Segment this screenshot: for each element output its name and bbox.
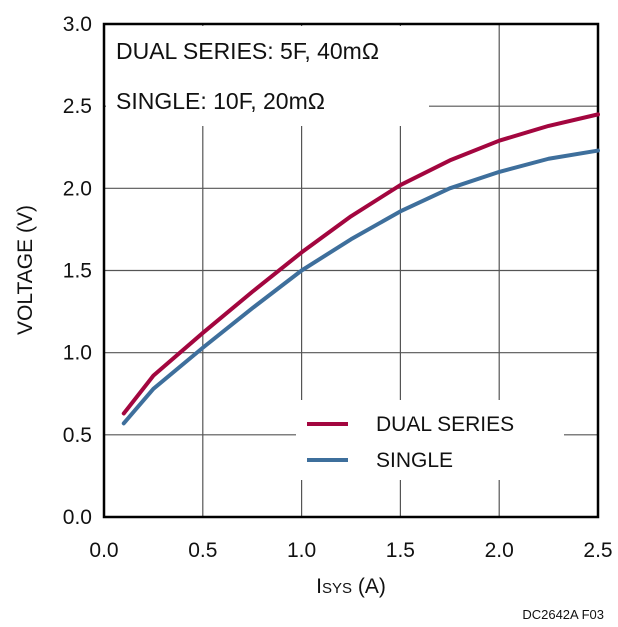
legend-label-dual-series: DUAL SERIES (376, 413, 514, 436)
y-axis-title: VOLTAGE (V) (14, 205, 37, 335)
annotation-dual-series: DUAL SERIES: 5F, 40mΩ (116, 38, 379, 64)
x-axis-title-unit: (A) (352, 575, 386, 598)
y-tick-label-3: 1.5 (63, 260, 92, 283)
x-tick-label-0: 0.0 (89, 539, 118, 562)
y-tick-label-1: 0.5 (63, 424, 92, 447)
x-tick-label-1: 0.5 (188, 539, 217, 562)
x-tick-label-2: 1.0 (287, 539, 316, 562)
y-tick-label-6: 3.0 (63, 13, 92, 36)
y-tick-label-5: 2.5 (63, 95, 92, 118)
x-axis-title-main: I (316, 575, 322, 598)
y-tick-labels: 0.0 0.5 1.0 1.5 2.0 2.5 3.0 (63, 13, 92, 529)
y-tick-label-2: 1.0 (63, 342, 92, 365)
series-line-dual-series (121, 112, 600, 416)
annotation-box (106, 26, 429, 126)
annotation-single: SINGLE: 10F, 20mΩ (116, 88, 325, 114)
plot-frame (102, 22, 600, 519)
x-tick-label-3: 1.5 (386, 539, 415, 562)
x-tick-label-4: 2.0 (485, 539, 514, 562)
y-tick-label-4: 2.0 (63, 177, 92, 200)
x-axis-title-subscript: SYS (322, 580, 352, 597)
legend-label-single: SINGLE (376, 449, 453, 472)
y-tick-label-0: 0.0 (63, 506, 92, 529)
series-group (121, 112, 600, 426)
legend-box (296, 400, 564, 480)
figure-id: DC2642A F03 (522, 607, 604, 622)
x-axis-title: ISYS (A) (316, 575, 386, 598)
x-tick-labels: 0.0 0.5 1.0 1.5 2.0 2.5 (89, 539, 612, 562)
series-line-single (121, 148, 600, 426)
x-tick-label-5: 2.5 (583, 539, 612, 562)
